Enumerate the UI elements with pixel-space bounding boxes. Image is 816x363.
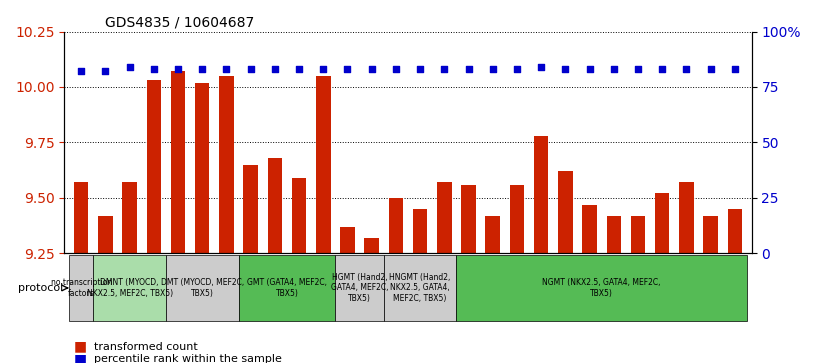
- Point: [123, 64, 136, 70]
- Text: no transcription
factors: no transcription factors: [51, 278, 112, 298]
- Point: [389, 66, 402, 72]
- Point: [365, 66, 378, 72]
- Bar: [316, 76, 330, 253]
- Point: [292, 66, 305, 72]
- Bar: [558, 171, 573, 253]
- Bar: [655, 193, 669, 253]
- FancyBboxPatch shape: [238, 256, 335, 321]
- Point: [583, 66, 596, 72]
- FancyBboxPatch shape: [166, 256, 238, 321]
- FancyBboxPatch shape: [93, 256, 166, 321]
- Point: [317, 66, 330, 72]
- Bar: [195, 82, 210, 253]
- Point: [414, 66, 427, 72]
- Bar: [413, 209, 428, 253]
- Bar: [728, 209, 742, 253]
- Point: [171, 66, 184, 72]
- Text: DMNT (MYOCD,
NKX2.5, MEF2C, TBX5): DMNT (MYOCD, NKX2.5, MEF2C, TBX5): [86, 278, 173, 298]
- Text: HNGMT (Hand2,
NKX2.5, GATA4,
MEF2C, TBX5): HNGMT (Hand2, NKX2.5, GATA4, MEF2C, TBX5…: [389, 273, 450, 303]
- Point: [268, 66, 282, 72]
- Bar: [679, 182, 694, 253]
- Point: [99, 69, 112, 74]
- Bar: [510, 184, 524, 253]
- FancyBboxPatch shape: [384, 256, 456, 321]
- Bar: [703, 216, 718, 253]
- Bar: [147, 80, 161, 253]
- Text: ■: ■: [73, 352, 86, 363]
- Text: transformed count: transformed count: [94, 342, 197, 352]
- Bar: [243, 164, 258, 253]
- Bar: [122, 182, 137, 253]
- Point: [486, 66, 499, 72]
- Point: [680, 66, 693, 72]
- Point: [534, 64, 548, 70]
- Point: [341, 66, 354, 72]
- Bar: [292, 178, 306, 253]
- Point: [196, 66, 209, 72]
- Point: [220, 66, 233, 72]
- Text: HGMT (Hand2,
GATA4, MEF2C,
TBX5): HGMT (Hand2, GATA4, MEF2C, TBX5): [330, 273, 388, 303]
- Bar: [98, 216, 113, 253]
- Bar: [171, 72, 185, 253]
- Point: [511, 66, 524, 72]
- Point: [74, 69, 87, 74]
- Point: [244, 66, 257, 72]
- FancyBboxPatch shape: [456, 256, 747, 321]
- Bar: [220, 76, 233, 253]
- Point: [632, 66, 645, 72]
- Text: GDS4835 / 10604687: GDS4835 / 10604687: [105, 15, 255, 29]
- FancyBboxPatch shape: [335, 256, 384, 321]
- Point: [656, 66, 669, 72]
- Text: NGMT (NKX2.5, GATA4, MEF2C,
TBX5): NGMT (NKX2.5, GATA4, MEF2C, TBX5): [543, 278, 661, 298]
- Bar: [74, 182, 88, 253]
- Text: GMT (GATA4, MEF2C,
TBX5): GMT (GATA4, MEF2C, TBX5): [247, 278, 327, 298]
- Bar: [268, 158, 282, 253]
- Bar: [631, 216, 645, 253]
- Bar: [340, 227, 355, 253]
- Bar: [534, 136, 548, 253]
- Bar: [437, 182, 451, 253]
- Bar: [486, 216, 500, 253]
- Point: [462, 66, 475, 72]
- Point: [607, 66, 620, 72]
- Point: [147, 66, 160, 72]
- Bar: [388, 198, 403, 253]
- Bar: [461, 184, 476, 253]
- Bar: [583, 204, 596, 253]
- Text: protocol: protocol: [19, 283, 64, 293]
- Point: [729, 66, 742, 72]
- Bar: [606, 216, 621, 253]
- FancyBboxPatch shape: [69, 256, 93, 321]
- Point: [704, 66, 717, 72]
- Text: percentile rank within the sample: percentile rank within the sample: [94, 354, 282, 363]
- Point: [438, 66, 451, 72]
- Point: [559, 66, 572, 72]
- Text: ■: ■: [73, 340, 86, 354]
- Text: DMT (MYOCD, MEF2C,
TBX5): DMT (MYOCD, MEF2C, TBX5): [161, 278, 244, 298]
- Bar: [365, 238, 379, 253]
